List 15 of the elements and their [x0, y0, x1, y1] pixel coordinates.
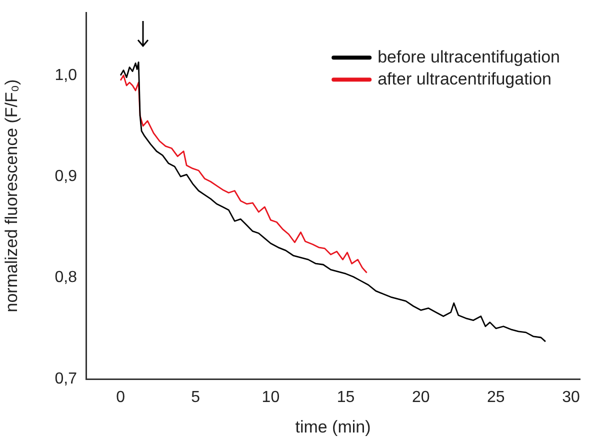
y-tick-label: 0,7 [54, 370, 78, 388]
x-tick-label: 30 [562, 389, 580, 406]
legend-label: before ultracentifugation [378, 47, 560, 66]
x-tick-label: 10 [262, 389, 280, 406]
legend-label: after ultracentrifugation [378, 69, 552, 88]
y-tick-label: 0,9 [54, 168, 78, 185]
x-tick-label: 25 [487, 389, 505, 406]
y-tick-label: 1,0 [54, 66, 78, 84]
x-tick-label: 0 [116, 389, 126, 406]
y-axis-title: normalized fluorescence (F/F₀) [2, 79, 21, 312]
x-tick-label: 15 [336, 389, 355, 406]
x-tick-label: 5 [191, 389, 200, 406]
y-tick-label: 0,8 [54, 269, 78, 286]
x-axis-title: time (min) [295, 417, 371, 436]
x-tick-label: 20 [412, 389, 430, 406]
